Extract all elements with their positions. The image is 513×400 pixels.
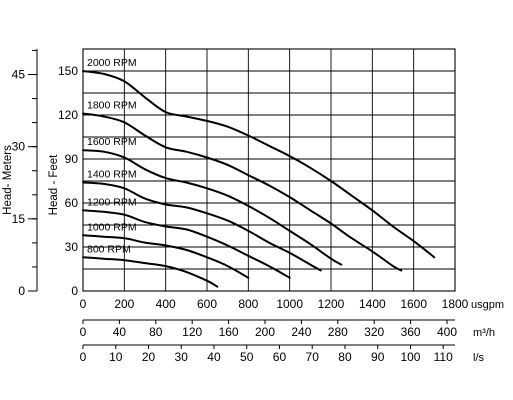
meters-tick-label: 0 — [18, 284, 25, 298]
feet-tick-label: 120 — [58, 108, 78, 122]
rpm-curve — [82, 181, 322, 272]
ls-tick-label: 30 — [175, 350, 189, 364]
usgpm-tick-label: 1400 — [359, 297, 386, 311]
ls-tick-label: 60 — [273, 350, 287, 364]
plot-grid — [82, 48, 456, 292]
rpm-curve — [82, 209, 291, 279]
feet-tick-label: 90 — [65, 152, 79, 166]
axes — [28, 49, 455, 349]
ls-tick-label: 80 — [338, 350, 352, 364]
feet-tick-label: 30 — [65, 240, 79, 254]
meters-tick-label: 30 — [12, 140, 26, 154]
ls-tick-label: 0 — [80, 350, 87, 364]
meters-tick-label: 15 — [12, 212, 26, 226]
rpm-series-label: 1400 RPM — [87, 168, 137, 180]
rpm-curve — [82, 112, 403, 272]
m3h-tick-label: 400 — [437, 325, 457, 339]
ls-tick-label: 40 — [207, 350, 221, 364]
rpm-curve — [82, 70, 436, 259]
rpm-series-label: 2000 RPM — [87, 57, 137, 69]
meters-axis-title: Head- Meters — [2, 145, 14, 215]
usgpm-tick-label: 1200 — [318, 297, 345, 311]
m3h-tick-label: 80 — [149, 325, 163, 339]
usgpm-tick-label: 1800 — [442, 297, 469, 311]
feet-tick-label: 60 — [65, 196, 79, 210]
m3h-tick-label: 0 — [80, 325, 87, 339]
usgpm-tick-label: 200 — [114, 297, 134, 311]
m3h-tick-label: 280 — [328, 325, 348, 339]
ls-tick-label: 90 — [371, 350, 385, 364]
rpm-series-label: 1600 RPM — [87, 136, 137, 148]
ls-tick-label: 20 — [142, 350, 156, 364]
rpm-curve — [82, 149, 343, 266]
ls-tick-label: 10 — [109, 350, 123, 364]
plot-frame — [82, 48, 456, 292]
usgpm-unit-label: usgpm — [471, 299, 504, 311]
rpm-series-label: 1200 RPM — [87, 196, 137, 208]
rpm-series-label: 800 RPM — [87, 243, 131, 255]
rpm-series-label: 1800 RPM — [87, 100, 137, 112]
usgpm-tick-label: 800 — [238, 297, 258, 311]
usgpm-tick-label: 600 — [197, 297, 217, 311]
rpm-series-label: 1000 RPM — [87, 221, 137, 233]
m3h-tick-label: 320 — [364, 325, 384, 339]
ls-tick-label: 100 — [400, 350, 420, 364]
m3h-tick-label: 40 — [113, 325, 127, 339]
feet-tick-label: 150 — [58, 64, 78, 78]
usgpm-tick-label: 1600 — [400, 297, 427, 311]
ls-tick-label: 70 — [306, 350, 320, 364]
tick-labels: 0 30 60 90 120 150 Head - Feet 0 15 30 45 Head- Met… — [2, 57, 504, 364]
usgpm-tick-label: 0 — [80, 297, 87, 311]
rpm-curve — [82, 256, 219, 288]
ls-unit-label: l/s — [473, 352, 485, 364]
meters-tick-label: 45 — [12, 67, 26, 81]
m3h-tick-label: 360 — [401, 325, 421, 339]
m3h-tick-label: 200 — [255, 325, 275, 339]
rpm-curve — [82, 234, 250, 279]
feet-axis-title: Head - Feet — [48, 154, 60, 216]
ls-tick-label: 110 — [434, 350, 453, 364]
usgpm-tick-label: 400 — [156, 297, 176, 311]
m3h-tick-label: 120 — [182, 325, 202, 339]
m3h-tick-label: 160 — [219, 325, 239, 339]
usgpm-tick-label: 1000 — [276, 297, 303, 311]
m3h-tick-label: 240 — [291, 325, 311, 339]
feet-tick-label: 0 — [71, 284, 78, 298]
m3h-unit-label: m³/h — [473, 327, 495, 339]
rpm-curves — [82, 70, 436, 288]
ls-tick-label: 50 — [240, 350, 254, 364]
